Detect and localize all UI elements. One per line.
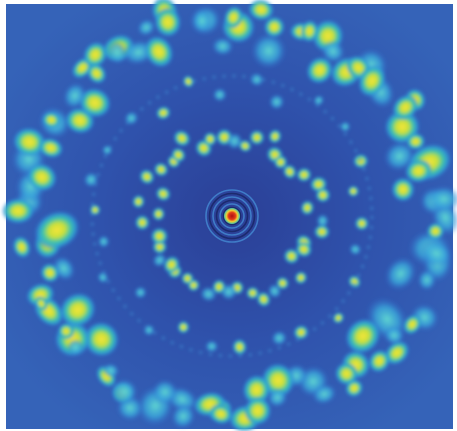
image-frame [0, 0, 457, 431]
center-spot [224, 208, 240, 224]
diffraction-image [0, 0, 457, 431]
speckle [314, 224, 330, 239]
